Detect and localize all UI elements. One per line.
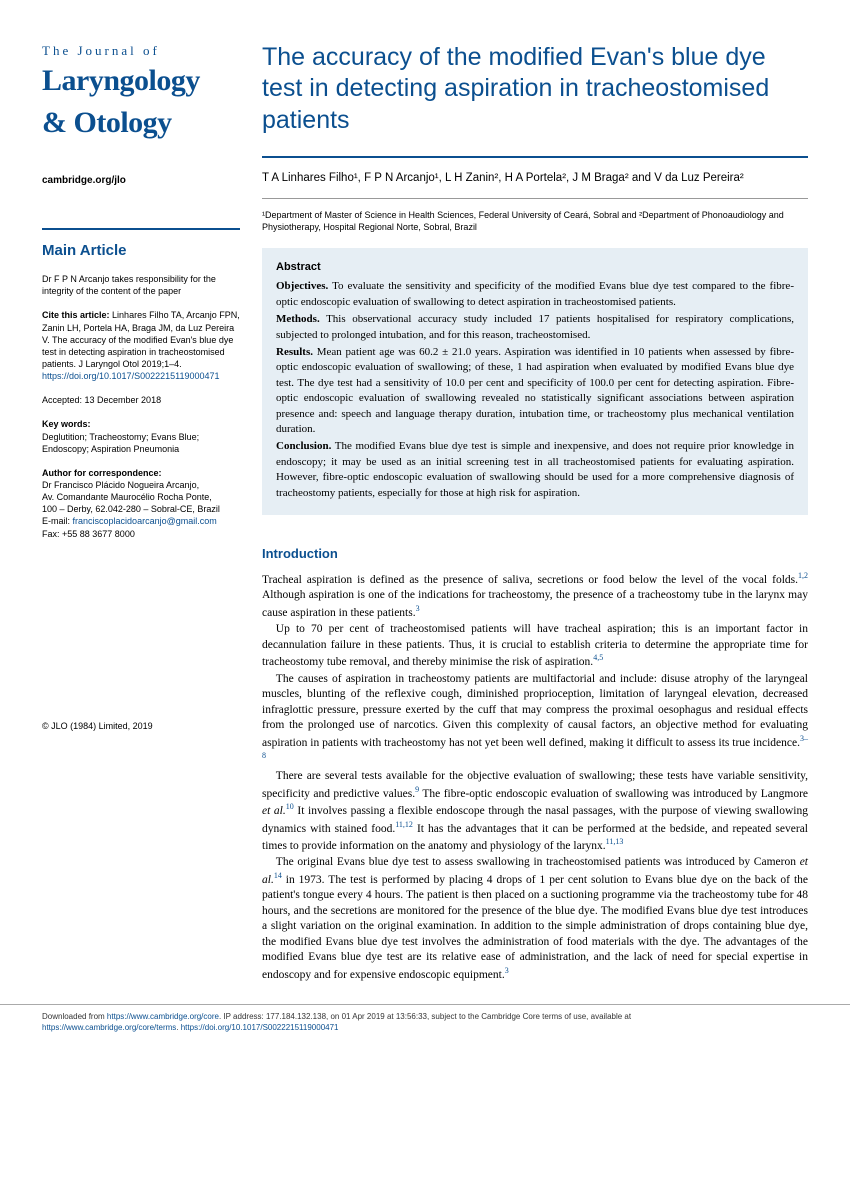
ref-link[interactable]: 10: [286, 802, 294, 811]
correspondence-addr2: 100 – Derby, 62.042-280 – Sobral-CE, Bra…: [42, 503, 240, 515]
intro-p2: Up to 70 per cent of tracheostomised pat…: [262, 622, 808, 670]
introduction-heading: Introduction: [262, 545, 808, 563]
intro-p4: There are several tests available for th…: [262, 769, 808, 854]
responsibility-note: Dr F P N Arcanjo takes responsibility fo…: [42, 273, 240, 297]
correspondence-fax: Fax: +55 88 3677 8000: [42, 528, 240, 540]
sidebar: The Journal of Laryngology & Otology cam…: [42, 42, 240, 984]
journal-tagline: The Journal of: [42, 42, 240, 60]
ref-link[interactable]: 3: [416, 604, 420, 613]
intro-p5: The original Evans blue dye test to asse…: [262, 855, 808, 983]
journal-name-1: Laryngology: [42, 60, 240, 102]
abstract-heading: Abstract: [276, 260, 794, 275]
divider: [42, 228, 240, 230]
correspondence-email[interactable]: franciscoplacidoarcanjo@gmail.com: [73, 516, 217, 526]
ref-link[interactable]: 1,2: [798, 571, 808, 580]
abstract-box: Abstract Objectives. To evaluate the sen…: [262, 248, 808, 515]
ref-link[interactable]: 11,13: [606, 837, 624, 846]
keywords-text: Deglutition; Tracheostomy; Evans Blue; E…: [42, 432, 199, 454]
article-title: The accuracy of the modified Evan's blue…: [262, 42, 808, 136]
abstract-objectives: Objectives. To evaluate the sensitivity …: [276, 279, 794, 310]
footer-link[interactable]: https://www.cambridge.org/core: [107, 1012, 219, 1021]
correspondence-addr1: Av. Comandante Maurocélio Rocha Ponte,: [42, 491, 240, 503]
ref-link[interactable]: 14: [274, 871, 282, 880]
main-content: The accuracy of the modified Evan's blue…: [262, 42, 808, 984]
journal-url[interactable]: cambridge.org/jlo: [42, 174, 240, 188]
accepted-date: Accepted: 13 December 2018: [42, 394, 240, 406]
authors: T A Linhares Filho¹, F P N Arcanjo¹, L H…: [262, 156, 808, 199]
correspondence-label: Author for correspondence:: [42, 467, 240, 479]
ref-link[interactable]: 3: [505, 966, 509, 975]
keywords-label: Key words:: [42, 418, 240, 430]
footer-link[interactable]: https://doi.org/10.1017/S002221511900047…: [181, 1023, 339, 1032]
section-label: Main Article: [42, 240, 240, 261]
correspondence-email-row: E-mail: franciscoplacidoarcanjo@gmail.co…: [42, 515, 240, 527]
copyright: © JLO (1984) Limited, 2019: [42, 720, 240, 733]
correspondence-name: Dr Francisco Plácido Nogueira Arcanjo,: [42, 479, 240, 491]
journal-name-2: & Otology: [42, 102, 240, 144]
abstract-methods: Methods. This observational accuracy stu…: [276, 312, 794, 343]
intro-p1: Tracheal aspiration is defined as the pr…: [262, 571, 808, 621]
intro-p3: The causes of aspiration in tracheostomy…: [262, 672, 808, 769]
download-footer: Downloaded from https://www.cambridge.or…: [0, 1004, 850, 1043]
correspondence-block: Author for correspondence: Dr Francisco …: [42, 467, 240, 540]
ref-link[interactable]: 11,12: [395, 820, 413, 829]
email-label: E-mail:: [42, 516, 70, 526]
ref-link[interactable]: 4,5: [593, 653, 603, 662]
footer-link[interactable]: https://www.cambridge.org/core/terms: [42, 1023, 176, 1032]
introduction-body: Tracheal aspiration is defined as the pr…: [262, 571, 808, 983]
cite-label: Cite this article:: [42, 310, 110, 320]
citation-block: Cite this article: Linhares Filho TA, Ar…: [42, 309, 240, 382]
abstract-conclusion: Conclusion. The modified Evans blue dye …: [276, 439, 794, 501]
journal-logo: The Journal of Laryngology & Otology: [42, 42, 240, 144]
affiliations: ¹Department of Master of Science in Heal…: [262, 209, 808, 234]
doi-link[interactable]: https://doi.org/10.1017/S002221511900047…: [42, 371, 220, 381]
keywords-block: Key words: Deglutition; Tracheostomy; Ev…: [42, 418, 240, 454]
abstract-results: Results. Mean patient age was 60.2 ± 21.…: [276, 345, 794, 437]
